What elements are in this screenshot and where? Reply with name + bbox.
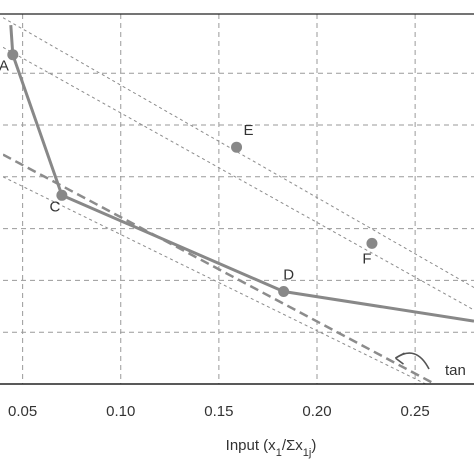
x-tick-labels: 0.05 0.10 0.15 0.20 0.25 (8, 403, 430, 420)
x-tick-label: 0.25 (401, 403, 430, 420)
data-point-F (366, 237, 378, 249)
point-label-F: F (362, 250, 371, 267)
frontier-line (9, 24, 474, 323)
guide-lines (3, 17, 474, 384)
point-label-D: D (283, 267, 294, 284)
x-tick-label: 0.10 (106, 403, 135, 420)
data-point-A (7, 49, 19, 61)
point-label-E: E (244, 122, 254, 139)
tangent-annotation: tan (395, 352, 466, 379)
annotation-arrowhead (395, 352, 405, 365)
x-tick-label: 0.05 (8, 403, 37, 420)
data-points: A C D E F (0, 49, 378, 297)
parallel-dashed-line (3, 176, 427, 384)
data-point-D (278, 286, 290, 297)
parallel-dashed-line (3, 17, 474, 289)
x-tick-label: 0.15 (204, 403, 233, 420)
tangent-annotation-label: tan (445, 362, 466, 379)
plot-frame (0, 13, 474, 385)
point-label-A: A (0, 58, 9, 75)
data-point-E (231, 141, 243, 153)
x-tick-label: 0.20 (302, 403, 331, 420)
frontier (9, 24, 474, 323)
data-point-C (56, 189, 68, 201)
x-axis-label: Input (x1/Σx1j) (226, 437, 317, 459)
tangent-line (3, 153, 436, 384)
point-label-C: C (49, 198, 60, 215)
